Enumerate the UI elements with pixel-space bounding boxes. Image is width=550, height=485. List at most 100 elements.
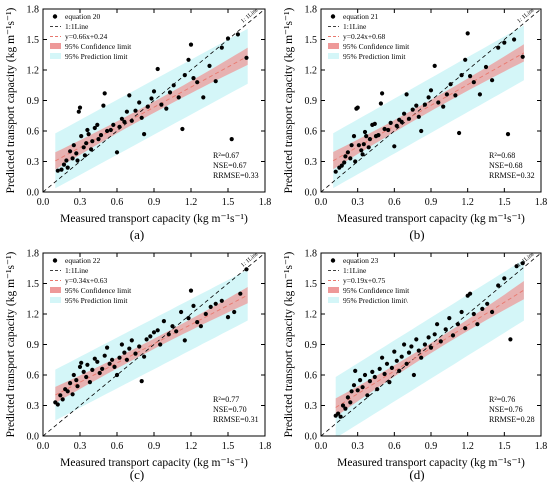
data-point	[397, 368, 402, 373]
data-point	[382, 371, 387, 377]
data-point	[367, 137, 372, 142]
panel-label: (a)	[130, 227, 144, 242]
y-tick-label: 1.2	[27, 66, 40, 77]
data-point	[387, 380, 392, 385]
data-point	[410, 107, 415, 112]
confidence-band	[333, 44, 524, 170]
one-to-one-line	[43, 253, 265, 436]
data-point	[428, 88, 434, 93]
y-tick-label: 0.0	[305, 432, 318, 443]
data-point	[520, 261, 525, 266]
data-point	[388, 120, 393, 125]
data-point	[404, 361, 409, 366]
data-point	[404, 92, 409, 97]
data-point	[207, 63, 212, 68]
data-point	[372, 374, 377, 380]
y-tick-label: 1.5	[27, 279, 40, 290]
data-point	[87, 380, 92, 385]
data-point	[124, 357, 129, 362]
data-point	[360, 385, 365, 390]
data-point	[117, 355, 122, 360]
data-point	[182, 73, 187, 78]
data-point	[77, 364, 83, 369]
y-tick-label: 0.6	[305, 127, 318, 138]
data-point	[60, 397, 65, 402]
one-to-one-line	[321, 253, 541, 436]
x-tick-label: 0.9	[148, 197, 161, 208]
data-point	[124, 109, 129, 114]
x-axis-label: Measured transport capacity (kg m⁻¹s⁻¹)	[60, 213, 248, 225]
data-point	[77, 105, 83, 110]
stat-label: R²=0.76	[489, 395, 515, 404]
x-tick-label: 1.8	[259, 441, 272, 452]
stat-label: NSE=0.76	[489, 405, 523, 414]
data-point	[422, 102, 427, 107]
legend-label: y=0.66x+0.24	[65, 32, 107, 41]
data-point	[244, 267, 249, 272]
data-point	[411, 372, 416, 378]
data-point	[68, 149, 73, 154]
data-point	[68, 381, 73, 386]
one-to-one-line	[321, 9, 541, 192]
y-tick-label: 1.2	[27, 310, 40, 321]
data-point	[85, 127, 90, 133]
data-point	[485, 301, 490, 306]
legend-label: 95% Confidence limit	[343, 286, 410, 295]
data-point	[392, 144, 397, 149]
data-point	[65, 165, 70, 170]
x-axis-label: Measured transport capacity (kg m⁻¹s⁻¹)	[337, 457, 525, 469]
legend-marker-confidence	[50, 287, 61, 293]
y-tick-label: 0.6	[27, 127, 40, 138]
y-axis-label: Predicted transport capacity (kg m⁻¹s⁻¹)	[5, 7, 17, 193]
data-point	[463, 326, 468, 331]
data-point	[419, 355, 424, 360]
data-point	[419, 128, 424, 134]
x-tick-label: 0.0	[37, 441, 50, 452]
data-point	[450, 333, 456, 338]
data-point	[95, 122, 100, 127]
x-tick-label: 1.2	[461, 197, 474, 208]
data-point	[432, 332, 437, 337]
data-point	[127, 93, 132, 98]
data-point	[195, 80, 200, 85]
data-point	[463, 57, 468, 62]
data-point	[164, 106, 169, 111]
x-tick-label: 0.6	[388, 441, 401, 452]
data-point	[432, 63, 437, 68]
y-tick-label: 0.9	[305, 96, 318, 107]
data-point	[61, 162, 67, 167]
data-point	[339, 163, 344, 168]
data-point	[443, 327, 448, 332]
data-point	[459, 73, 464, 78]
x-tick-label: 0.0	[315, 441, 328, 452]
data-point	[139, 115, 144, 120]
x-tick-label: 1.8	[535, 441, 548, 452]
data-point	[471, 311, 476, 317]
data-point	[392, 349, 397, 354]
plot-area	[43, 9, 265, 192]
data-point	[133, 351, 138, 356]
data-point	[367, 379, 372, 384]
x-tick-label: 1.8	[259, 197, 272, 208]
data-point	[107, 361, 112, 366]
y-tick-label: 0.3	[27, 401, 40, 412]
y-axis-label: Predicted transport capacity (kg m⁻¹s⁻¹)	[5, 251, 17, 437]
data-point	[79, 360, 84, 365]
legend-marker-points	[330, 258, 336, 263]
x-tick-label: 0.6	[111, 441, 124, 452]
data-point	[428, 345, 434, 350]
data-point	[161, 319, 166, 324]
data-point	[336, 411, 341, 416]
data-point	[360, 152, 365, 157]
data-point	[229, 137, 234, 142]
data-point	[191, 76, 196, 81]
plot-area	[321, 9, 541, 192]
x-tick-label: 0.6	[111, 197, 124, 208]
data-point	[137, 100, 142, 105]
x-tick-label: 0.6	[388, 197, 401, 208]
legend-marker-confidence	[328, 287, 339, 293]
legend-marker-prediction	[50, 53, 61, 59]
x-tick-label: 1.5	[498, 197, 511, 208]
